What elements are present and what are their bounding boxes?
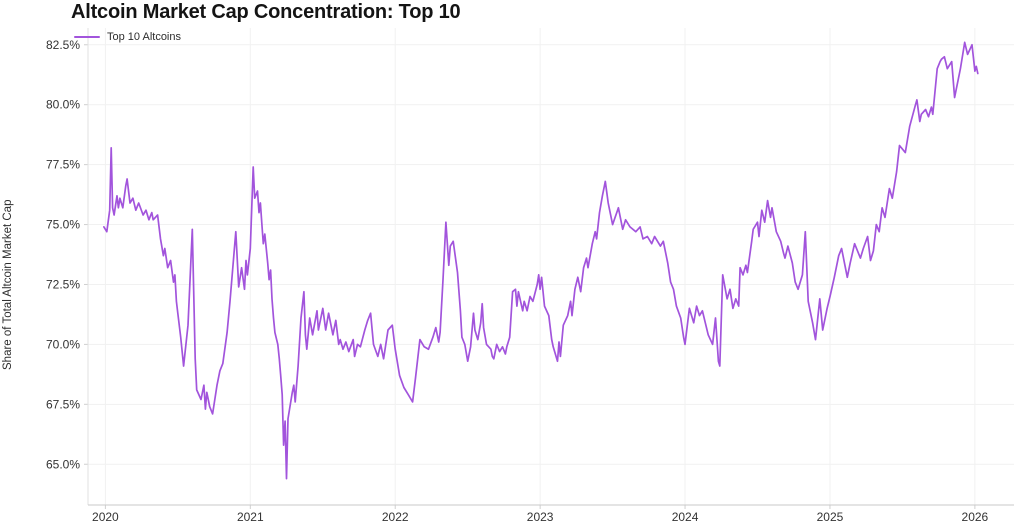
x-tick-label: 2026 bbox=[962, 510, 989, 524]
y-tick-label: 70.0% bbox=[46, 337, 80, 351]
y-tick-label: 77.5% bbox=[46, 158, 80, 172]
x-tick-label: 2023 bbox=[527, 510, 554, 524]
y-tick-label: 65.0% bbox=[46, 457, 80, 471]
x-tick-label: 2020 bbox=[92, 510, 119, 524]
y-axis-title: Share of Total Altcoin Market Cap bbox=[2, 199, 14, 371]
x-tick-label: 2022 bbox=[382, 510, 409, 524]
chart-title: Altcoin Market Cap Concentration: Top 10 bbox=[71, 1, 461, 23]
legend-label: Top 10 Altcoins bbox=[107, 31, 181, 43]
series-line-top10-altcoins bbox=[103, 41, 979, 480]
legend-item-top10[interactable]: Top 10 Altcoins bbox=[74, 31, 181, 43]
legend-line-swatch bbox=[74, 35, 100, 39]
x-tick-label: 2025 bbox=[817, 510, 844, 524]
legend: Top 10 Altcoins bbox=[74, 31, 181, 43]
x-tick-label: 2024 bbox=[672, 510, 699, 524]
y-tick-label: 72.5% bbox=[46, 277, 80, 291]
y-tick-label: 80.0% bbox=[46, 98, 80, 112]
x-tick-label: 2021 bbox=[237, 510, 264, 524]
y-tick-label: 67.5% bbox=[46, 397, 80, 411]
y-tick-label: 82.5% bbox=[46, 38, 80, 52]
y-tick-label: 75.0% bbox=[46, 218, 80, 232]
